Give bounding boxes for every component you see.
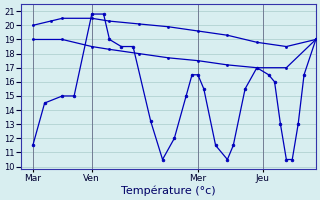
X-axis label: Température (°c): Température (°c)	[121, 185, 216, 196]
